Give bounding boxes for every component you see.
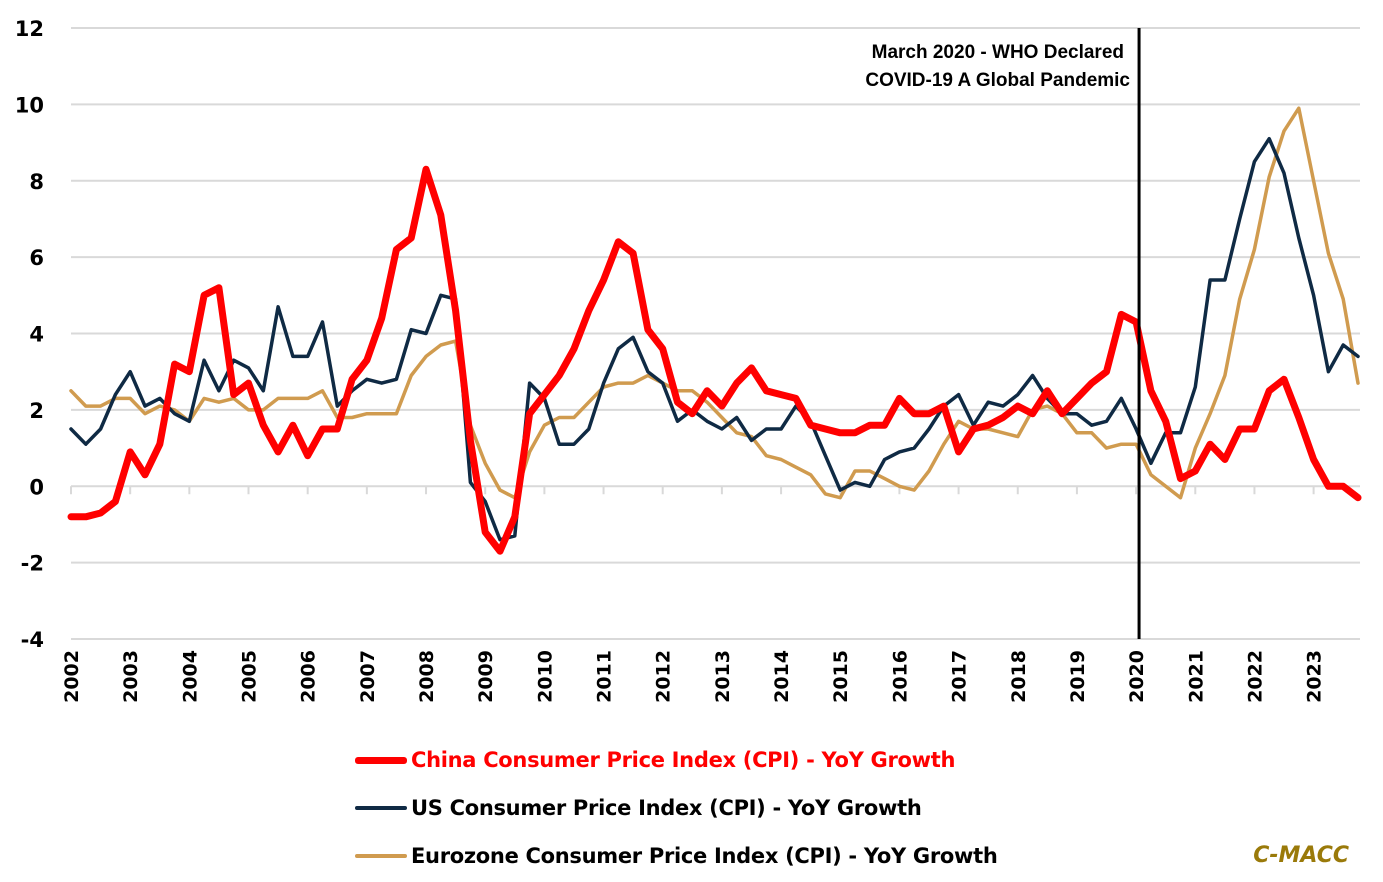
x-tick-label: 2020 xyxy=(1126,650,1148,703)
x-tick-label: 2016 xyxy=(889,650,911,703)
series-line-eurozone xyxy=(69,106,1360,500)
x-tick-label: 2003 xyxy=(120,650,142,703)
series-lines xyxy=(67,106,1362,555)
x-tick-label: 2018 xyxy=(1008,650,1030,703)
y-tick-label: 10 xyxy=(15,93,44,117)
x-tick-label: 2006 xyxy=(298,650,320,703)
y-tick-label: 0 xyxy=(29,475,44,499)
x-tick-label: 2023 xyxy=(1304,650,1326,703)
x-tick-label: 2013 xyxy=(712,650,734,703)
x-tick-label: 2015 xyxy=(830,650,852,703)
brand-logo: C-MACC xyxy=(1253,843,1349,868)
legend-label-us: US Consumer Price Index (CPI) - YoY Grow… xyxy=(411,796,922,820)
series-line-china xyxy=(67,165,1362,555)
x-tick-label: 2022 xyxy=(1244,650,1266,703)
legend-item-us: US Consumer Price Index (CPI) - YoY Grow… xyxy=(355,784,998,832)
y-tick-label: 6 xyxy=(29,246,44,270)
legend-swatch-china xyxy=(355,756,407,764)
legend-label-china: China Consumer Price Index (CPI) - YoY G… xyxy=(411,748,956,772)
legend-label-eurozone: Eurozone Consumer Price Index (CPI) - Yo… xyxy=(411,844,998,868)
gridlines xyxy=(71,27,1360,640)
x-tick-label: 2021 xyxy=(1185,650,1207,703)
x-axis: 2002 2003 2004 2005 2006 2007 2008 2009 2010 2011… xyxy=(61,486,1326,703)
series-line-us xyxy=(69,136,1360,542)
x-tick-label: 2008 xyxy=(416,650,438,703)
y-tick-label: 8 xyxy=(29,170,44,194)
x-tick-label: 2014 xyxy=(771,650,793,703)
annotation-line-2: COVID-19 A Global Pandemic xyxy=(865,70,1130,91)
annotation-line-1: March 2020 - WHO Declared xyxy=(872,42,1124,63)
x-tick-label: 2011 xyxy=(594,650,616,703)
x-tick-label: 2004 xyxy=(179,650,201,703)
x-tick-label: 2009 xyxy=(475,650,497,703)
x-tick-label: 2012 xyxy=(653,650,675,703)
x-tick-label: 2017 xyxy=(949,650,971,703)
x-tick-label: 2010 xyxy=(534,650,556,703)
y-tick-label: 12 xyxy=(15,17,44,41)
y-tick-label: 4 xyxy=(29,323,44,347)
y-axis-ticks: 12 10 8 6 4 2 0 -2 -4 xyxy=(15,17,44,652)
legend-swatch-eurozone xyxy=(355,854,407,858)
x-tick-label: 2002 xyxy=(61,650,83,703)
x-tick-label: 2007 xyxy=(357,650,379,703)
legend-swatch-us xyxy=(355,806,407,810)
y-tick-label: -2 xyxy=(21,552,44,576)
x-tick-label: 2005 xyxy=(239,650,261,703)
x-tick-label: 2019 xyxy=(1067,650,1089,703)
legend-item-china: China Consumer Price Index (CPI) - YoY G… xyxy=(355,736,998,784)
legend-item-eurozone: Eurozone Consumer Price Index (CPI) - Yo… xyxy=(355,832,998,880)
legend: China Consumer Price Index (CPI) - YoY G… xyxy=(355,736,998,880)
y-tick-label: 2 xyxy=(29,399,44,423)
y-tick-label: -4 xyxy=(21,628,44,652)
